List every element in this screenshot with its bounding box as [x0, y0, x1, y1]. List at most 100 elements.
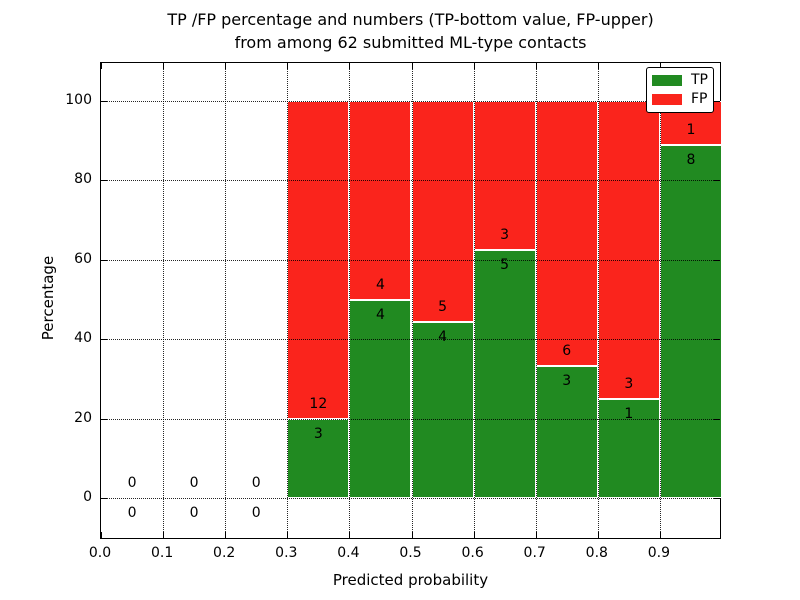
y-tick-right: [714, 498, 720, 500]
x-tick-top: [287, 63, 289, 69]
x-tick-label: 0.2: [213, 545, 236, 561]
chart-title-line2: from among 62 submitted ML-type contacts: [234, 33, 587, 52]
x-tick-top: [225, 63, 227, 69]
plot-area: 0 0 0 0 0 0 12 3 4 4 5 4 3 5 6 3 3 1 1 8: [100, 62, 722, 539]
y-tick-label: 80: [74, 171, 92, 188]
y-tick-left: [101, 180, 107, 182]
y-tick-right: [714, 418, 720, 420]
fp-count-label: 0: [127, 475, 137, 492]
fp-count-label: 0: [189, 475, 199, 492]
fp-bar: [597, 100, 660, 399]
x-tick-top: [349, 63, 351, 69]
fp-count-label: 1: [686, 121, 696, 138]
x-tick-bottom: [535, 532, 537, 538]
legend: TP FP: [646, 67, 714, 113]
y-tick-label: 40: [74, 330, 92, 347]
tp-count-label: 0: [189, 505, 199, 522]
x-tick-bottom: [659, 532, 661, 538]
x-tick-bottom: [411, 532, 413, 538]
tp-count-label: 3: [313, 425, 323, 442]
tp-count-label: 0: [127, 505, 137, 522]
tp-bar: [659, 144, 722, 499]
y-tick-right: [714, 339, 720, 341]
x-tick-label: 0.4: [337, 545, 360, 561]
x-tick-bottom: [349, 532, 351, 538]
x-tick-top: [597, 63, 599, 69]
h-gridline: [101, 418, 720, 420]
fp-bar: [535, 100, 598, 366]
chart-title-line1: TP /FP percentage and numbers (TP-bottom…: [167, 10, 654, 29]
x-tick-top: [101, 63, 102, 69]
tp-count-label: 3: [562, 372, 572, 389]
tp-count-label: 4: [438, 328, 448, 345]
h-gridline: [101, 180, 720, 182]
x-tick-top: [163, 63, 165, 69]
x-tick-bottom: [163, 532, 165, 538]
y-axis-label: Percentage: [39, 255, 57, 341]
x-axis-label: Predicted probability: [332, 571, 489, 589]
x-tick-label: 0.7: [523, 545, 546, 561]
fp-count-label: 3: [500, 226, 510, 243]
fp-count-label: 0: [251, 475, 261, 492]
v-gridline: [473, 63, 475, 538]
x-tick-label: 0.6: [461, 545, 484, 561]
y-tick-label: 20: [74, 409, 92, 426]
v-gridline: [225, 63, 227, 538]
tp-count-label: 8: [686, 151, 696, 168]
fp-bar: [411, 100, 474, 322]
x-tick-label: 0.0: [88, 545, 112, 561]
fp-legend-label: FP: [691, 90, 708, 107]
v-gridline: [163, 63, 165, 538]
h-gridline: [101, 498, 720, 500]
x-tick-top: [659, 63, 661, 69]
tp-bar: [535, 365, 598, 499]
fp-count-label: 5: [438, 298, 448, 315]
y-tick-label: 0: [83, 489, 92, 506]
tp-legend-swatch: [652, 75, 682, 87]
tp-count-label: 0: [251, 505, 261, 522]
x-tick-label: 0.8: [585, 545, 608, 561]
y-tick-left: [101, 498, 107, 500]
tp-bar: [349, 299, 412, 499]
fp-count-label: 4: [375, 276, 385, 293]
y-tick-right: [714, 100, 720, 102]
v-gridline: [597, 63, 599, 538]
tp-legend-label: TP: [691, 72, 708, 89]
legend-item-fp: FP: [652, 90, 708, 107]
y-tick-left: [101, 418, 107, 420]
x-tick-label: 0.3: [275, 545, 298, 561]
x-tick-label: 0.1: [150, 545, 174, 561]
tp-count-label: 4: [375, 306, 385, 323]
tp-bar: [473, 249, 536, 499]
y-tick-label: 100: [65, 91, 92, 108]
x-tick-top: [473, 63, 475, 69]
x-tick-bottom: [597, 532, 599, 538]
x-tick-top: [535, 63, 537, 69]
x-tick-top: [411, 63, 413, 69]
y-tick-label: 60: [74, 250, 92, 267]
chart-title: TP /FP percentage and numbers (TP-bottom…: [100, 8, 721, 54]
x-tick-bottom: [225, 532, 227, 538]
fp-bar: [349, 100, 412, 300]
fp-count-label: 3: [624, 375, 634, 392]
fp-legend-swatch: [652, 93, 682, 105]
y-tick-right: [714, 180, 720, 182]
fp-count-label: 6: [562, 342, 572, 359]
h-gridline: [101, 339, 720, 341]
y-tick-right: [714, 259, 720, 261]
v-gridline: [287, 63, 289, 538]
y-tick-left: [101, 100, 107, 102]
v-gridline: [349, 63, 351, 538]
y-tick-left: [101, 259, 107, 261]
tp-count-label: 5: [500, 256, 510, 273]
h-gridline: [101, 100, 720, 102]
legend-item-tp: TP: [652, 73, 708, 88]
x-tick-bottom: [287, 532, 289, 538]
tp-bar: [411, 321, 474, 499]
tp-count-label: 1: [624, 405, 634, 422]
v-gridline: [411, 63, 413, 538]
x-tick-bottom: [473, 532, 475, 538]
h-gridline: [101, 259, 720, 261]
v-gridline: [535, 63, 537, 538]
